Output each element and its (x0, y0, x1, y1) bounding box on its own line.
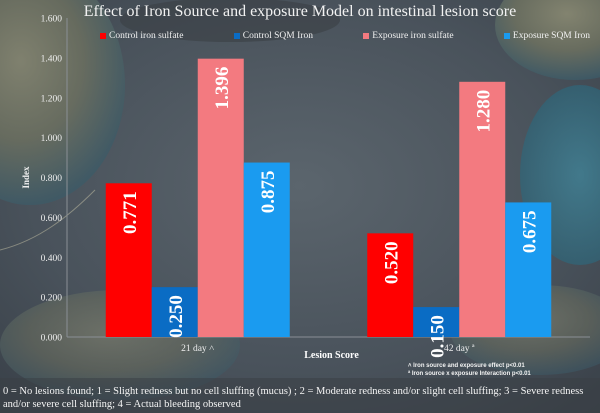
significance-notes: ˄ Iron source and exposure effect p<0.01… (408, 362, 588, 378)
bar (413, 307, 460, 337)
y-tick-label: 1.400 (41, 54, 63, 64)
y-tick-label: 0.200 (41, 294, 63, 304)
significance-note-1: ˄ Iron source and exposure effect p<0.01 (408, 363, 525, 369)
y-tick-label: 0.800 (41, 174, 63, 184)
legend-item-exposure-iron-sulfate: Exposure iron sulfate (363, 29, 454, 43)
y-tick-label: 0.600 (41, 214, 63, 224)
bar (105, 183, 152, 337)
y-tick-label: 0.000 (41, 334, 63, 344)
legend-swatch-control-sqm-iron (233, 33, 240, 39)
legend-swatch-control-iron-sulfate (100, 33, 106, 39)
legend-swatch-exposure-sqm-iron (503, 33, 510, 39)
x-tick-label: 42 day ª (444, 344, 475, 354)
bar (243, 162, 290, 337)
legend-item-control-sqm-iron: Control SQM Iron (233, 29, 313, 43)
legend-label-exposure-iron-sulfate: Exposure iron sulfate (372, 31, 454, 41)
chart-title: Effect of Iron Source and exposure Model… (83, 3, 517, 20)
bar (367, 233, 414, 337)
bar-data-label: 0.771 (120, 191, 141, 234)
chart-legend: Control iron sulfate Control SQM Iron Ex… (100, 29, 590, 43)
y-axis-label: Index (21, 166, 31, 189)
bar-data-label: 0.150 (427, 315, 448, 358)
y-tick-label: 1.600 (41, 15, 63, 25)
legend-label-control-iron-sulfate: Control iron sulfate (109, 31, 184, 41)
bar-data-label: 0.875 (258, 171, 279, 214)
legend-item-exposure-sqm-iron: Exposure SQM Iron (503, 29, 590, 43)
legend-item-control-iron-sulfate: Control iron sulfate (100, 29, 183, 43)
bar (459, 81, 506, 337)
bar-data-label: 1.396 (212, 67, 233, 110)
legend-label-exposure-sqm-iron: Exposure SQM Iron (512, 31, 590, 41)
y-tick-label: 0.400 (41, 254, 63, 264)
legend-swatch-exposure-iron-sulfate (363, 33, 370, 39)
y-tick-label: 1.200 (41, 94, 63, 104)
x-tick-label: 21 day ˄ (181, 344, 214, 354)
lesion-score-legend: 0 = No lesions found; 1 = Slight redness… (3, 386, 584, 410)
significance-note-2: ª Iron source x exposure Interaction p<0… (408, 371, 531, 377)
legend-label-control-sqm-iron: Control SQM Iron (242, 31, 313, 41)
y-tick-label: 1.000 (41, 134, 63, 144)
bar-data-label: 0.520 (381, 241, 402, 284)
x-axis-label: Lesion Score (304, 350, 359, 361)
bar (151, 287, 198, 337)
bar (197, 58, 244, 338)
bar-data-label: 0.675 (519, 210, 540, 253)
bar-data-label: 1.280 (473, 90, 494, 133)
bar (505, 202, 552, 337)
bar-data-label: 0.250 (166, 295, 187, 338)
